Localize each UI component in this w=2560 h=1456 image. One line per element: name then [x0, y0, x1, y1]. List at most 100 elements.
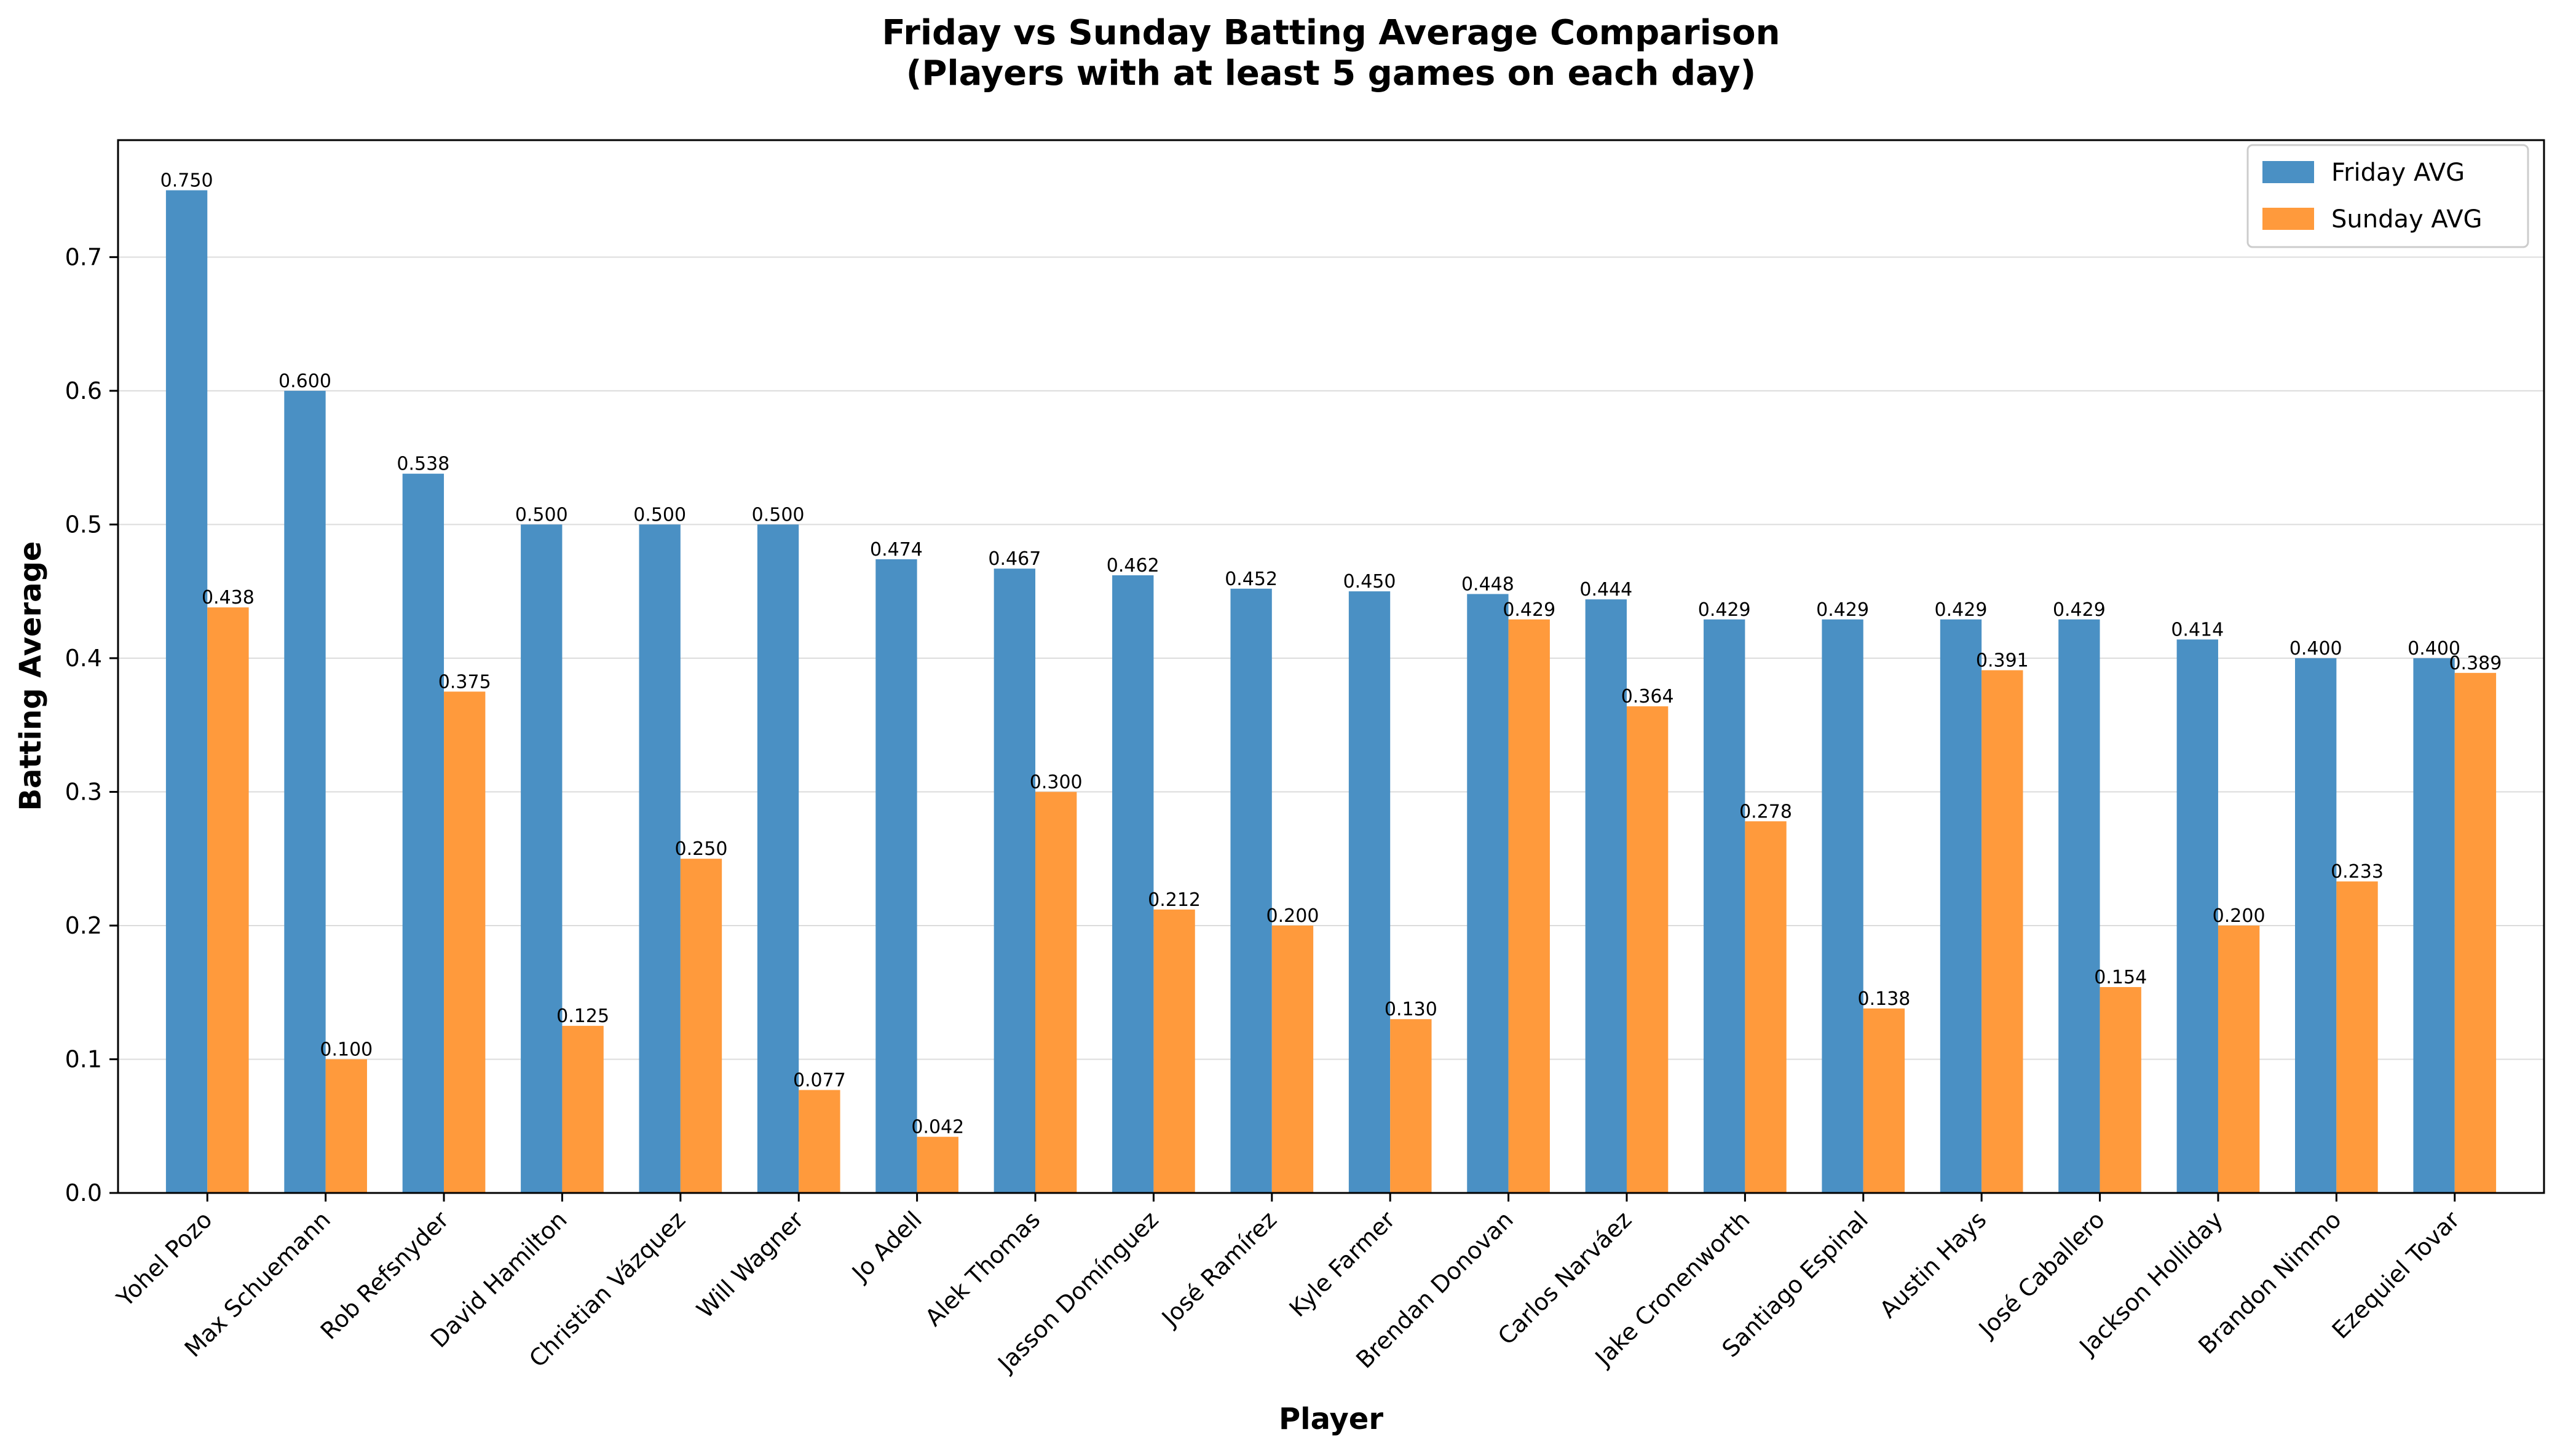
bar-friday	[639, 524, 681, 1193]
bar-sunday	[562, 1026, 604, 1193]
data-label-friday: 0.450	[1343, 571, 1396, 592]
data-label-friday: 0.500	[633, 504, 686, 525]
bar-friday	[875, 559, 917, 1193]
data-label-friday: 0.448	[1461, 573, 1514, 595]
bar-sunday	[680, 859, 722, 1193]
legend-frame	[2246, 144, 2529, 248]
bar-friday	[2295, 658, 2337, 1193]
bar-sunday	[1981, 670, 2023, 1193]
bar-friday	[1585, 599, 1627, 1193]
data-label-sunday: 0.125	[556, 1005, 609, 1027]
data-label-friday: 0.500	[515, 504, 568, 525]
data-label-friday: 0.538	[397, 454, 449, 475]
bar-sunday	[2218, 925, 2260, 1193]
data-label-sunday: 0.100	[320, 1039, 373, 1060]
bar-sunday	[1863, 1008, 1905, 1193]
data-label-friday: 0.474	[870, 539, 923, 561]
bar-sunday	[325, 1059, 367, 1193]
bar-friday	[521, 524, 563, 1193]
data-label-sunday: 0.042	[911, 1117, 964, 1138]
data-label-sunday: 0.438	[202, 587, 255, 608]
bar-sunday	[2454, 672, 2497, 1193]
x-axis-label: Player	[1279, 1402, 1383, 1436]
y-tick-label: 0.3	[65, 778, 102, 805]
bar-friday	[2058, 619, 2100, 1193]
bar-friday	[1348, 591, 1391, 1193]
y-tick-label: 0.1	[65, 1045, 102, 1072]
data-label-sunday: 0.077	[793, 1070, 846, 1092]
y-tick-label: 0.0	[65, 1179, 102, 1206]
data-label-friday: 0.414	[2171, 619, 2224, 640]
data-label-friday: 0.429	[2053, 599, 2106, 621]
data-label-friday: 0.400	[2408, 638, 2460, 659]
bar-friday	[1822, 619, 1863, 1193]
bar-sunday	[1626, 706, 1669, 1193]
data-label-friday: 0.452	[1225, 569, 1278, 590]
data-label-sunday: 0.130	[1385, 999, 1437, 1020]
bar-friday	[165, 190, 208, 1194]
legend-swatch-friday	[2262, 161, 2314, 183]
data-label-sunday: 0.212	[1148, 889, 1201, 911]
bar-friday	[1940, 619, 1982, 1193]
bar-sunday	[1508, 619, 1550, 1193]
bar-friday	[1704, 619, 1745, 1193]
y-tick-label: 0.5	[65, 511, 102, 538]
bar-friday	[1230, 588, 1272, 1193]
y-tick-label: 0.7	[65, 243, 102, 270]
data-label-sunday: 0.250	[675, 838, 728, 860]
data-label-sunday: 0.154	[2094, 967, 2147, 988]
plot-area-frame	[117, 139, 2545, 1194]
bar-sunday	[1271, 925, 1314, 1193]
bar-sunday	[1153, 909, 1195, 1193]
y-tick-label: 0.4	[65, 645, 102, 672]
chart-title: Friday vs Sunday Batting Average Compari…	[882, 13, 1780, 53]
bar-friday	[2413, 658, 2455, 1193]
data-label-sunday: 0.233	[2331, 861, 2384, 883]
data-label-sunday: 0.200	[2213, 905, 2266, 927]
bar-friday	[1112, 575, 1154, 1193]
data-label-sunday: 0.375	[438, 671, 491, 693]
data-label-sunday: 0.429	[1503, 599, 1555, 621]
bar-sunday	[207, 607, 249, 1193]
bar-sunday	[444, 691, 486, 1193]
bar-sunday	[2100, 987, 2141, 1193]
data-label-sunday: 0.300	[1030, 771, 1083, 793]
bar-sunday	[2336, 881, 2378, 1193]
data-label-friday: 0.600	[279, 371, 331, 392]
data-label-friday: 0.750	[160, 170, 213, 192]
data-label-friday: 0.467	[988, 548, 1041, 570]
data-label-sunday: 0.389	[2449, 653, 2502, 674]
data-label-friday: 0.444	[1579, 579, 1632, 600]
data-label-sunday: 0.364	[1621, 686, 1674, 707]
legend-label-friday: Friday AVG	[2331, 159, 2465, 187]
data-label-sunday: 0.138	[1857, 988, 1910, 1010]
bar-friday	[284, 390, 326, 1193]
data-label-sunday: 0.278	[1739, 801, 1792, 822]
data-label-friday: 0.429	[1698, 599, 1751, 621]
data-label-friday: 0.429	[1935, 599, 1988, 621]
bar-friday	[1467, 594, 1509, 1193]
y-axis-ticks: 0.0 0.1 0.2 0.3 0.4 0.5 0.6 0.7	[65, 243, 118, 1206]
data-label-friday: 0.462	[1107, 555, 1160, 576]
legend-swatch-sunday	[2262, 208, 2314, 230]
y-axis-label: Batting Average	[14, 541, 48, 811]
bar-sunday	[1035, 792, 1077, 1193]
bar-sunday	[917, 1136, 958, 1193]
data-label-friday: 0.400	[2289, 638, 2342, 659]
y-tick-label: 0.6	[65, 377, 102, 404]
bar-friday	[994, 569, 1036, 1193]
data-labels: 0.750 0.600 0.538 0.500 0.500 0.500 0.474 0.467…	[160, 170, 2502, 1138]
bar-sunday	[1390, 1019, 1432, 1193]
bar-sunday	[1745, 821, 1787, 1193]
data-label-friday: 0.429	[1816, 599, 1869, 621]
y-tick-label: 0.2	[65, 912, 102, 939]
bars	[165, 190, 2497, 1194]
bar-sunday	[799, 1090, 840, 1193]
bar-friday	[2176, 639, 2218, 1193]
data-label-friday: 0.500	[752, 504, 805, 525]
legend: Friday AVG Sunday AVG	[2246, 144, 2529, 248]
chart-subtitle: (Players with at least 5 games on each d…	[906, 53, 1756, 93]
